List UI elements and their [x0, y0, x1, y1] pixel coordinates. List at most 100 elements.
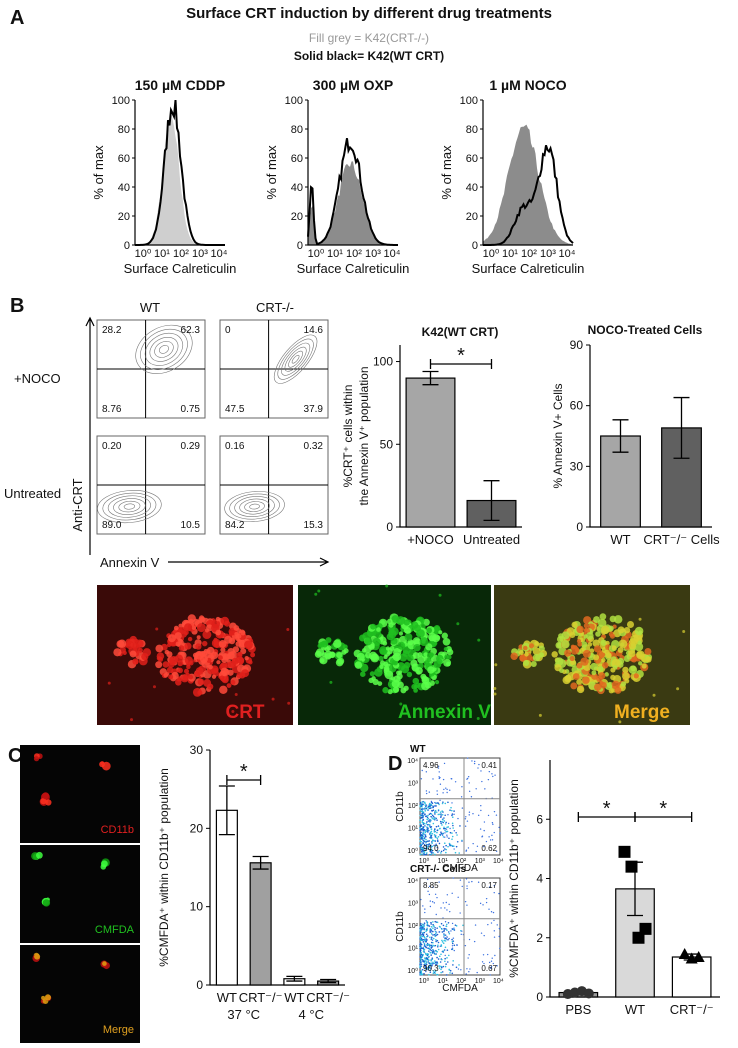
cell — [219, 675, 225, 681]
event — [457, 896, 459, 899]
event — [420, 778, 423, 780]
event — [431, 901, 434, 903]
cell — [410, 659, 418, 667]
event — [451, 814, 453, 817]
event — [429, 826, 432, 829]
cell — [142, 648, 152, 657]
event — [419, 836, 422, 839]
event — [420, 924, 422, 927]
event — [483, 829, 485, 832]
event — [434, 805, 436, 807]
cell — [626, 620, 635, 629]
event — [444, 946, 447, 949]
event — [498, 935, 500, 938]
y-tick-label: 80 — [118, 124, 130, 136]
contour — [135, 324, 193, 374]
event — [426, 921, 428, 923]
event — [446, 791, 448, 794]
event — [494, 774, 496, 776]
event — [421, 935, 424, 938]
quadrant-value: 0.17 — [481, 881, 497, 890]
event — [453, 813, 455, 816]
cell — [421, 681, 430, 691]
cell — [404, 633, 413, 641]
x-tick-label: 10⁴ — [493, 858, 504, 865]
x-tick-label: 10⁰ — [419, 977, 430, 985]
cell — [234, 692, 238, 696]
cell — [576, 685, 585, 694]
event — [469, 968, 471, 970]
y-tick-label: 10⁴ — [407, 758, 418, 765]
micrograph-label: CD11b — [101, 824, 134, 836]
event — [435, 931, 438, 933]
event — [421, 801, 423, 803]
cell — [220, 662, 228, 670]
event — [426, 852, 428, 854]
cell — [577, 641, 583, 647]
event — [421, 853, 423, 855]
cell — [129, 650, 137, 658]
event — [455, 845, 458, 848]
event — [443, 762, 446, 765]
histogram-fill — [135, 112, 225, 246]
cell — [569, 631, 576, 639]
cell — [644, 648, 652, 655]
cell — [162, 661, 170, 668]
event — [440, 831, 442, 833]
legend-entry: Solid black= K42(WT CRT) — [294, 49, 444, 63]
event — [448, 843, 451, 846]
event — [481, 780, 483, 783]
event — [426, 818, 428, 821]
event — [461, 786, 463, 788]
event — [498, 927, 501, 930]
event — [423, 963, 426, 966]
event — [422, 933, 424, 935]
x-tick-label: WT — [217, 990, 237, 1005]
event — [466, 778, 468, 780]
event — [429, 850, 432, 853]
cell — [335, 658, 344, 667]
event — [425, 960, 427, 962]
event — [451, 947, 454, 949]
event — [419, 832, 422, 835]
event — [435, 843, 437, 846]
cell — [561, 631, 570, 640]
x-tick-label: CRT⁻/⁻ — [670, 1002, 714, 1017]
event — [431, 946, 433, 948]
event — [492, 775, 494, 778]
cell — [633, 673, 639, 679]
contour — [158, 345, 169, 354]
event — [426, 846, 429, 848]
event — [420, 843, 423, 846]
event — [440, 953, 442, 956]
cell — [324, 650, 333, 659]
event — [435, 938, 437, 941]
event — [427, 827, 429, 830]
event — [444, 957, 446, 960]
event — [423, 843, 426, 846]
event — [452, 960, 454, 962]
event — [426, 923, 429, 925]
cell — [400, 687, 407, 694]
event — [477, 767, 479, 769]
event — [496, 924, 498, 926]
x-tick-label: 10⁰ — [419, 857, 430, 865]
event — [468, 811, 471, 813]
event — [426, 967, 429, 969]
event — [419, 950, 422, 953]
y-axis-label: %CMFDA⁺ within CD11b⁺ population — [157, 768, 171, 967]
event — [445, 830, 448, 833]
event — [438, 842, 441, 845]
event — [430, 813, 433, 815]
event — [423, 850, 425, 853]
event — [425, 953, 427, 956]
event — [428, 973, 430, 976]
event — [425, 961, 428, 964]
cell — [583, 623, 589, 629]
micrograph-label: Annexin V — [398, 702, 491, 723]
event — [467, 847, 470, 849]
event — [439, 811, 442, 813]
error-bar — [483, 480, 500, 522]
event — [427, 817, 430, 820]
event — [419, 819, 421, 821]
